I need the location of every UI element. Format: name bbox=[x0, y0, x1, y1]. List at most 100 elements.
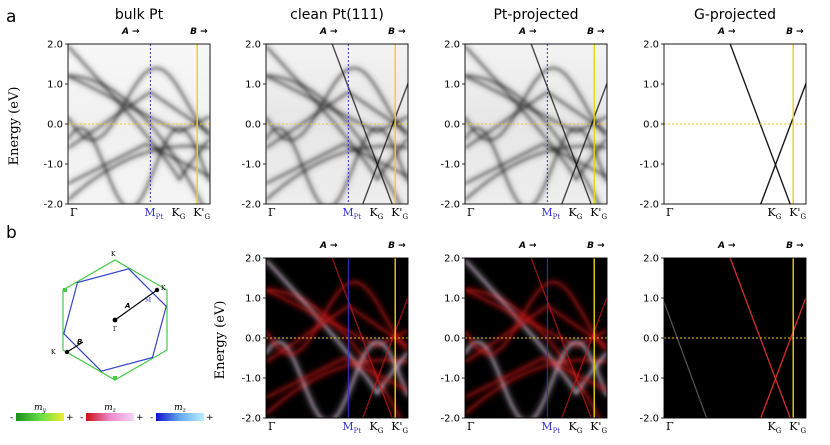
panel-title: bulk Pt bbox=[115, 7, 164, 23]
y-tick-label: 2.0 bbox=[643, 40, 659, 51]
colorbar-gradient bbox=[86, 413, 134, 421]
y-tick-label: -1.0 bbox=[43, 160, 63, 171]
kpoint-gamma-label: Γ bbox=[268, 420, 276, 433]
m-label: M bbox=[145, 297, 151, 304]
colorbar-label: mz bbox=[174, 403, 187, 414]
kpoint-k-label: KG bbox=[767, 420, 781, 435]
kpoint-gamma-label: Γ bbox=[666, 206, 674, 219]
y-tick-label: 1.0 bbox=[444, 80, 460, 91]
k-point bbox=[154, 287, 160, 293]
kpoint-gamma-label: Γ bbox=[666, 420, 674, 433]
y-tick-label: 1.0 bbox=[643, 80, 659, 91]
kpoint-gamma-label: Γ bbox=[268, 206, 276, 219]
y-tick-label: 2.0 bbox=[245, 254, 261, 265]
path-b-label: B → bbox=[587, 27, 605, 37]
kpoint-gamma-label: Γ bbox=[467, 420, 475, 433]
y-tick-label: -2.0 bbox=[440, 200, 460, 211]
y-tick-label: 2.0 bbox=[444, 40, 460, 51]
colorbar: mz - + bbox=[150, 403, 214, 423]
path-a-label: A → bbox=[319, 27, 338, 37]
path-b-label: B → bbox=[786, 27, 804, 37]
y-tick-label: 0.0 bbox=[47, 120, 63, 131]
kpoint-kprime-label: K'G bbox=[789, 420, 806, 435]
kpoint-k-label: KG bbox=[171, 206, 185, 221]
kpoint-k-label: KG bbox=[568, 420, 582, 435]
y-tick-label: -1.0 bbox=[639, 374, 659, 385]
y-tick-label: -2.0 bbox=[43, 200, 63, 211]
y-tick-label: 1.0 bbox=[47, 80, 63, 91]
path-a-line bbox=[114, 289, 158, 321]
y-tick-label: 0.0 bbox=[444, 334, 460, 345]
y-tick-label: -2.0 bbox=[639, 200, 659, 211]
kpoint-kprime-label: K'G bbox=[789, 206, 806, 221]
path-b-label: B → bbox=[190, 27, 208, 37]
y-tick-label: 2.0 bbox=[47, 40, 63, 51]
y-tick-label: -2.0 bbox=[241, 200, 261, 211]
kg-left-label: K bbox=[51, 349, 56, 356]
chart-panel: 2.0 1.0 0.0 -1.0 -2.0 Γ MPt KG K'G A → B → Pt-proje… bbox=[440, 7, 607, 221]
kpoint-kprime-label: K'G bbox=[590, 420, 607, 435]
path-b-line bbox=[66, 341, 84, 353]
kpoint-k-label: KG bbox=[767, 206, 781, 221]
path-a-label: A → bbox=[717, 27, 736, 37]
colorbar-label: my bbox=[34, 403, 47, 414]
colorbar-gradient bbox=[16, 413, 64, 421]
colorbar: mz - + bbox=[80, 403, 144, 423]
chart-panel: 2.0 1.0 0.0 -1.0 -2.0 Γ KG K'G A → B → G-projected bbox=[639, 7, 806, 221]
y-tick-label: -1.0 bbox=[241, 374, 261, 385]
kpoint-k-label: KG bbox=[369, 420, 383, 435]
colorbar-gradient bbox=[156, 413, 204, 421]
panel-title: clean Pt(111) bbox=[290, 7, 384, 23]
a-label: A bbox=[124, 302, 130, 310]
y-tick-label: -1.0 bbox=[440, 160, 460, 171]
y-tick-label: -2.0 bbox=[639, 414, 659, 425]
kg-top-label: K bbox=[111, 251, 116, 258]
path-b-label: B → bbox=[587, 241, 605, 251]
chart-panel: 2.0 1.0 0.0 -1.0 -2.0 Γ MPt KG K'G A → B → bbox=[440, 241, 607, 435]
kpoint-m-label: MPt bbox=[541, 420, 560, 435]
colorbar-minus: - bbox=[10, 413, 13, 423]
y-tick-label: 2.0 bbox=[643, 254, 659, 265]
panel-label-a: a bbox=[6, 7, 16, 27]
kpoint-m-label: MPt bbox=[342, 420, 361, 435]
y-tick-label: 1.0 bbox=[444, 294, 460, 305]
y-tick-label: 2.0 bbox=[444, 254, 460, 265]
b-label: B bbox=[77, 338, 82, 346]
y-tick-label: 0.0 bbox=[444, 120, 460, 131]
colorbar-plus: + bbox=[66, 413, 74, 423]
y-tick-label: 1.0 bbox=[643, 294, 659, 305]
y-tick-label: 0.0 bbox=[643, 334, 659, 345]
path-b-label: B → bbox=[786, 241, 804, 251]
path-a-label: A → bbox=[121, 27, 140, 37]
brillouin-zone-diagram: Γ A B K K K M bbox=[51, 251, 168, 381]
pt-bz-hexagon bbox=[63, 268, 167, 372]
bz-marker bbox=[63, 288, 67, 292]
plot-background bbox=[664, 44, 806, 204]
gamma-label: Γ bbox=[113, 326, 117, 333]
y-tick-label: -1.0 bbox=[440, 374, 460, 385]
panel-title: Pt-projected bbox=[493, 7, 578, 23]
kpoint-k-label: KG bbox=[369, 206, 383, 221]
kpoint-k-label: KG bbox=[568, 206, 582, 221]
kpoint-kprime-label: K'G bbox=[391, 420, 408, 435]
kg-right-label: K bbox=[161, 285, 166, 292]
y-tick-label: 0.0 bbox=[245, 120, 261, 131]
y-tick-label: -1.0 bbox=[639, 160, 659, 171]
chart-panel: 2.0 1.0 0.0 -1.0 -2.0 Γ MPt KG K'G A → B → bbox=[241, 241, 408, 435]
bz-marker bbox=[113, 376, 117, 380]
y-tick-label: -2.0 bbox=[241, 414, 261, 425]
colorbar-minus: - bbox=[80, 413, 83, 423]
chart-panel: 2.0 1.0 0.0 -1.0 -2.0 Γ MPt KG K'G A → B → bulk Pt bbox=[43, 7, 210, 221]
colorbar-plus: + bbox=[206, 413, 214, 423]
colorbar-minus: - bbox=[150, 413, 153, 423]
path-a-label: A → bbox=[717, 241, 736, 251]
colorbar-label: mz bbox=[104, 403, 117, 414]
chart-panel: 2.0 1.0 0.0 -1.0 -2.0 Γ MPt KG K'G A → B → clean Pt… bbox=[241, 7, 408, 221]
path-b-label: B → bbox=[388, 241, 406, 251]
kpoint-m-label: MPt bbox=[144, 206, 163, 221]
y-tick-label: 1.0 bbox=[245, 80, 261, 91]
kpoint-m-label: MPt bbox=[541, 206, 560, 221]
kpoint-kprime-label: K'G bbox=[391, 206, 408, 221]
gamma-point bbox=[112, 317, 118, 323]
